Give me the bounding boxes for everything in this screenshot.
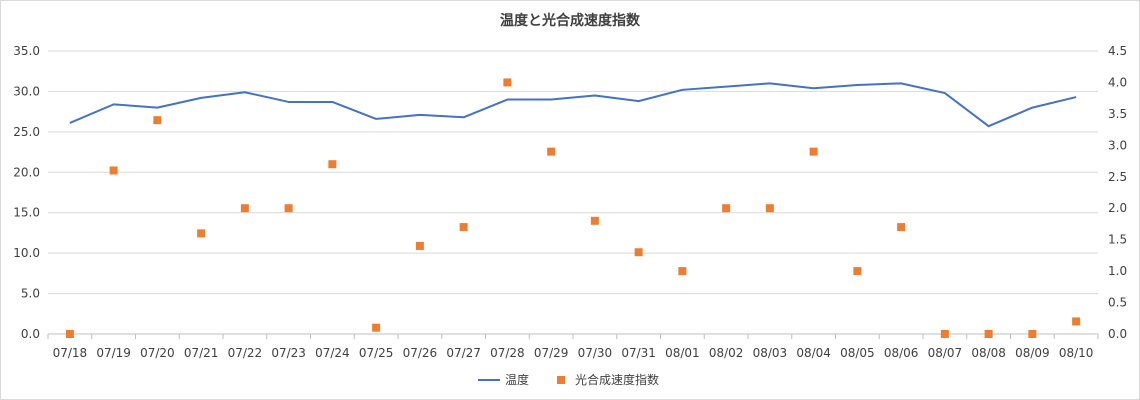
y-right-tick-label: 1.0 (1108, 264, 1127, 278)
scatter-point-photosynthesis (897, 223, 906, 232)
y-left-tick-label: 0.0 (21, 327, 40, 341)
series-line-temperature (69, 82, 1077, 128)
y-left-tick-label: 10.0 (13, 246, 40, 260)
scatter-point-photosynthesis (590, 216, 599, 225)
scatter-point-photosynthesis (109, 166, 118, 175)
y-left-tick-label: 20.0 (13, 165, 40, 179)
chart-title: 温度と光合成速度指数 (500, 12, 641, 29)
x-tick-label: 07/26 (403, 346, 438, 360)
y-left-tick-label: 35.0 (13, 44, 40, 58)
scatter-point-photosynthesis (678, 267, 687, 276)
legend-marker-swatch (557, 376, 565, 384)
legend-label-photosynthesis: 光合成速度指数 (575, 372, 659, 387)
scatter-point-photosynthesis (547, 147, 556, 156)
x-tick-label: 07/23 (271, 346, 306, 360)
scatter-point-photosynthesis (153, 116, 162, 125)
scatter-point-photosynthesis (984, 330, 993, 338)
scatter-point-photosynthesis (634, 248, 643, 257)
legend: 温度 光合成速度指数 (478, 372, 659, 387)
y-axis-left: 0.0 5.0 10.0 15.0 20.0 25.0 30.0 35.0 (13, 44, 40, 341)
y-left-tick-label: 30.0 (13, 84, 40, 98)
scatter-point-photosynthesis (415, 241, 424, 250)
scatter-point-photosynthesis (459, 223, 468, 232)
scatter-point-photosynthesis (1028, 330, 1037, 338)
x-tick-label: 07/24 (315, 346, 350, 360)
x-tick-label: 08/03 (753, 346, 788, 360)
scatter-point-photosynthesis (65, 330, 74, 338)
gridlines (48, 50, 1098, 335)
scatter-point-photosynthesis (284, 204, 293, 213)
x-tick-label: 07/28 (490, 346, 525, 360)
x-tick-label: 08/02 (709, 346, 744, 360)
y-right-tick-label: 3.5 (1108, 107, 1127, 121)
scatter-point-photosynthesis (853, 267, 862, 276)
y-left-tick-label: 15.0 (13, 206, 40, 220)
x-tick-label: 08/08 (971, 346, 1006, 360)
x-tick-label: 08/05 (840, 346, 875, 360)
x-tick-label: 08/10 (1059, 346, 1094, 360)
scatter-point-photosynthesis (765, 204, 774, 213)
scatter-point-photosynthesis (1072, 317, 1081, 326)
x-tick-label: 08/09 (1015, 346, 1050, 360)
y-left-tick-label: 25.0 (13, 125, 40, 139)
x-tick-label: 07/22 (228, 346, 263, 360)
y-axis-right: 0.0 0.5 1.0 1.5 2.0 2.5 3.0 3.5 4.0 4.5 (1108, 44, 1127, 341)
plot-series (65, 78, 1081, 338)
scatter-point-photosynthesis (809, 147, 818, 156)
scatter-point-photosynthesis (328, 160, 337, 169)
x-tick-label: 07/21 (184, 346, 219, 360)
scatter-point-photosynthesis (372, 323, 381, 332)
scatter-point-photosynthesis (197, 229, 206, 238)
y-right-tick-label: 4.0 (1108, 75, 1127, 89)
y-right-tick-label: 2.0 (1108, 201, 1127, 215)
x-tick-label: 07/25 (359, 346, 394, 360)
y-right-tick-label: 1.5 (1108, 233, 1127, 247)
x-tick-label: 07/31 (621, 346, 656, 360)
x-tick-label: 07/19 (96, 346, 131, 360)
y-right-tick-label: 2.5 (1108, 170, 1127, 184)
y-right-tick-label: 4.5 (1108, 44, 1127, 58)
x-axis: 07/18 07/19 07/20 07/21 07/22 07/23 07/24 07/25… (47, 333, 1099, 360)
y-right-tick-label: 0.5 (1108, 296, 1127, 310)
scatter-point-photosynthesis (940, 330, 949, 338)
x-tick-label: 07/20 (140, 346, 175, 360)
x-tick-label: 08/06 (884, 346, 919, 360)
y-right-tick-label: 3.0 (1108, 138, 1127, 152)
x-tick-label: 08/01 (665, 346, 700, 360)
y-right-tick-label: 0.0 (1108, 327, 1127, 341)
x-tick-label: 08/07 (928, 346, 963, 360)
x-tick-label: 07/18 (53, 346, 88, 360)
scatter-point-photosynthesis (503, 78, 512, 87)
y-left-tick-label: 5.0 (21, 287, 40, 301)
x-tick-label: 07/27 (446, 346, 481, 360)
x-tick-label: 07/30 (578, 346, 613, 360)
legend-label-temperature: 温度 (505, 372, 529, 387)
x-tick-label: 07/29 (534, 346, 569, 360)
x-tick-label: 08/04 (796, 346, 831, 360)
scatter-point-photosynthesis (722, 204, 731, 213)
scatter-point-photosynthesis (240, 204, 249, 213)
